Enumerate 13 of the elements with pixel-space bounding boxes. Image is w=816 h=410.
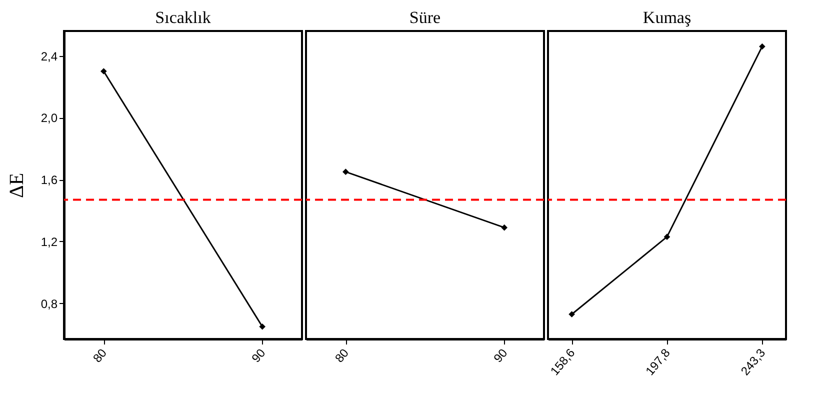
y-tick-label: 2,0 — [40, 111, 58, 126]
chart-title: Süre — [409, 8, 441, 27]
y-tick-label: 2,4 — [40, 49, 58, 64]
x-tick-label: 80 — [90, 346, 110, 366]
y-tick-label: 0,8 — [40, 296, 58, 311]
y-axis-title: ΔE — [6, 172, 28, 198]
y-tick-label: 1,6 — [40, 173, 58, 188]
x-tick-label: 90 — [248, 346, 268, 366]
chart-title: Kumaş — [642, 8, 692, 27]
y-tick-label: 1,2 — [40, 234, 58, 249]
chart-title: Sıcaklık — [155, 8, 212, 27]
x-tick-label: 90 — [490, 346, 510, 366]
x-tick-label: 80 — [332, 346, 352, 366]
